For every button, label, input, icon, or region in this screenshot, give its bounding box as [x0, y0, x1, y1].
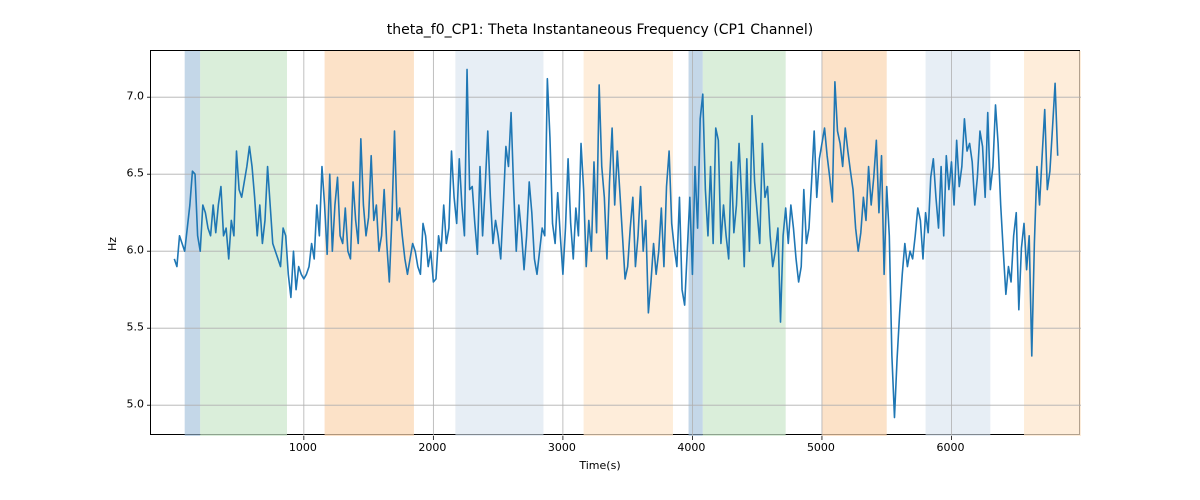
- y-tick-label: 5.5: [120, 321, 144, 334]
- y-axis-label: Hz: [106, 236, 119, 250]
- x-tick-label: 6000: [936, 441, 964, 454]
- figure: theta_f0_CP1: Theta Instantaneous Freque…: [0, 0, 1200, 500]
- background-span: [200, 51, 287, 436]
- background-spans: [185, 51, 1081, 436]
- background-span: [926, 51, 991, 436]
- plot-area: [150, 50, 1080, 435]
- y-tick-marks: [147, 97, 151, 405]
- x-tick-label: 1000: [289, 441, 317, 454]
- background-span: [325, 51, 414, 436]
- x-tick-marks: [304, 436, 952, 440]
- x-axis-label: Time(s): [0, 459, 1200, 472]
- y-tick-label: 6.5: [120, 167, 144, 180]
- background-span: [822, 51, 887, 436]
- y-tick-label: 6.0: [120, 244, 144, 257]
- y-tick-label: 5.0: [120, 398, 144, 411]
- x-tick-label: 3000: [548, 441, 576, 454]
- background-span: [185, 51, 201, 436]
- chart-title: theta_f0_CP1: Theta Instantaneous Freque…: [0, 22, 1200, 38]
- x-tick-label: 4000: [677, 441, 705, 454]
- x-tick-label: 5000: [807, 441, 835, 454]
- line-chart-svg: [151, 51, 1081, 436]
- x-tick-label: 2000: [418, 441, 446, 454]
- y-tick-label: 7.0: [120, 90, 144, 103]
- background-span: [1024, 51, 1081, 436]
